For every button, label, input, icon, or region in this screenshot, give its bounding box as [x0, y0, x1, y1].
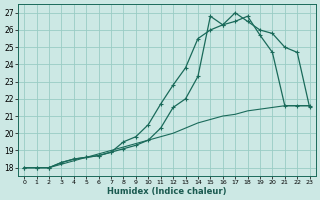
X-axis label: Humidex (Indice chaleur): Humidex (Indice chaleur): [107, 187, 227, 196]
